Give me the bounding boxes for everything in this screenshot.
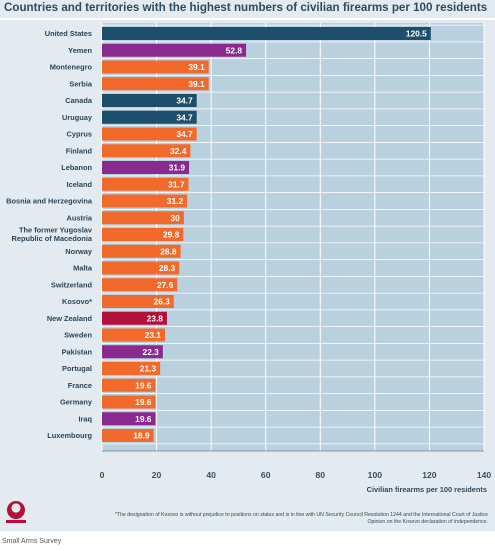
bar-value-label: 32.4 bbox=[170, 146, 187, 156]
bar bbox=[102, 211, 184, 225]
x-tick-label: 40 bbox=[206, 470, 216, 480]
bar bbox=[102, 278, 178, 292]
category-label: Germany bbox=[60, 398, 93, 407]
bar bbox=[102, 177, 189, 191]
bar-value-label: 120.5 bbox=[406, 29, 427, 39]
bar-value-label: 19.6 bbox=[135, 397, 152, 407]
bar bbox=[102, 395, 156, 409]
category-label: Pakistan bbox=[62, 347, 93, 356]
category-label: Serbia bbox=[69, 79, 92, 88]
category-label: Iraq bbox=[78, 414, 92, 423]
bar-value-label: 30 bbox=[171, 213, 181, 223]
x-tick-label: 0 bbox=[100, 470, 105, 480]
bar bbox=[102, 261, 180, 275]
category-label: Luxembourg bbox=[47, 431, 92, 440]
bar-chart: 120.5 United States 52.8 Yemen 39.1 Montenegr… bbox=[6, 23, 492, 494]
bar-value-label: 19.6 bbox=[135, 414, 152, 424]
category-label: Austria bbox=[67, 213, 93, 222]
bar-value-label: 31.2 bbox=[167, 196, 184, 206]
bar bbox=[102, 60, 209, 74]
bar-value-label: 26.3 bbox=[153, 297, 170, 307]
bar-value-label: 22.3 bbox=[143, 347, 160, 357]
bar-value-label: 23.8 bbox=[147, 313, 164, 323]
bar-value-label: 34.7 bbox=[176, 129, 193, 139]
bar-value-label: 27.6 bbox=[157, 280, 174, 290]
category-label: Switzerland bbox=[51, 280, 93, 289]
category-label: The former Yugoslav Republic of Macedonia bbox=[12, 226, 93, 244]
bar-value-label: 21.3 bbox=[140, 364, 157, 374]
bar bbox=[102, 77, 209, 91]
bar bbox=[102, 94, 197, 107]
bar-value-label: 28.3 bbox=[159, 263, 176, 273]
bar bbox=[102, 295, 174, 308]
bar bbox=[102, 43, 247, 57]
x-tick-label: 60 bbox=[261, 470, 271, 480]
category-label: Montenegro bbox=[50, 63, 93, 72]
bar-value-label: 23.1 bbox=[145, 330, 162, 340]
small-arms-survey-logo-icon bbox=[4, 499, 28, 525]
bar bbox=[102, 27, 431, 40]
x-tick-label: 80 bbox=[316, 470, 326, 480]
bar-value-label: 19.6 bbox=[135, 380, 152, 390]
bar-value-label: 52.8 bbox=[226, 45, 243, 55]
bar bbox=[102, 328, 166, 342]
category-label: Portugal bbox=[62, 364, 92, 373]
category-label: Cyprus bbox=[67, 130, 92, 139]
bar bbox=[102, 345, 163, 359]
bar-value-label: 28.8 bbox=[160, 246, 177, 256]
category-label: Yemen bbox=[68, 46, 92, 55]
bar bbox=[102, 412, 156, 426]
bar bbox=[102, 161, 190, 174]
bar bbox=[102, 228, 184, 241]
bar bbox=[102, 127, 197, 141]
footnote: *The designation of Kosovo is without pr… bbox=[114, 512, 488, 525]
category-label: Malta bbox=[73, 264, 93, 273]
title-divider bbox=[0, 18, 495, 20]
category-label: Norway bbox=[65, 247, 93, 256]
category-label: Canada bbox=[65, 96, 93, 105]
bar bbox=[102, 378, 156, 392]
bar-value-label: 31.7 bbox=[168, 179, 185, 189]
bar bbox=[102, 194, 188, 208]
bar-value-label: 18.9 bbox=[133, 431, 150, 441]
x-tick-label: 100 bbox=[368, 470, 383, 480]
x-tick-label: 20 bbox=[152, 470, 162, 480]
bar bbox=[102, 362, 161, 375]
source-credit: Small Arms Survey bbox=[2, 538, 62, 545]
category-label: Sweden bbox=[64, 331, 92, 340]
chart-title: Countries and territories with the highe… bbox=[4, 1, 488, 14]
category-label: France bbox=[68, 381, 92, 390]
category-label: Uruguay bbox=[62, 113, 93, 122]
bar-value-label: 34.7 bbox=[176, 96, 193, 106]
category-label: Iceland bbox=[67, 180, 93, 189]
category-label: Bosnia and Herzegovina bbox=[6, 197, 93, 206]
category-label: Finland bbox=[66, 146, 93, 155]
category-label: Kosovo* bbox=[62, 297, 92, 306]
bar-value-label: 34.7 bbox=[176, 112, 193, 122]
bar bbox=[102, 144, 191, 158]
bar bbox=[102, 429, 154, 442]
bar-value-label: 31.9 bbox=[169, 163, 186, 173]
bar-value-label: 29.8 bbox=[163, 230, 180, 240]
x-tick-label: 120 bbox=[422, 470, 437, 480]
bar bbox=[102, 311, 167, 325]
category-label: Lebanon bbox=[61, 163, 92, 172]
bar bbox=[102, 244, 181, 258]
bar-value-label: 39.1 bbox=[188, 79, 205, 89]
category-label: New Zealand bbox=[47, 314, 93, 323]
x-tick-label: 140 bbox=[477, 470, 492, 480]
bar-value-label: 39.1 bbox=[188, 62, 205, 72]
bar bbox=[102, 110, 197, 124]
x-axis-label: Civilian firearms per 100 residents bbox=[367, 485, 487, 494]
category-label: United States bbox=[45, 29, 92, 38]
